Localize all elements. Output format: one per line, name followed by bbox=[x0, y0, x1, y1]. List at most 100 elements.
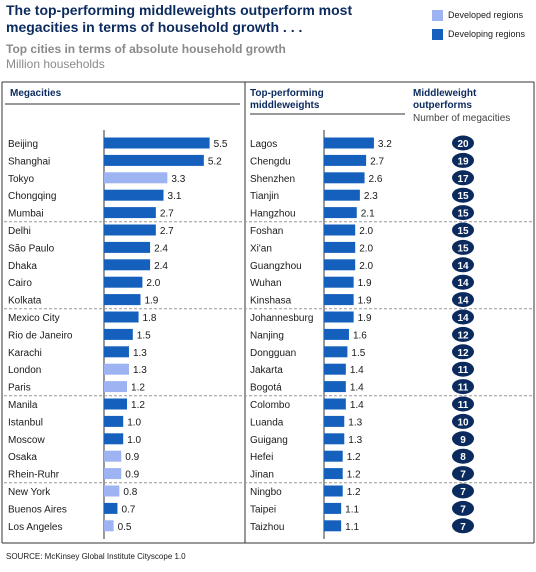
megacity-bar bbox=[104, 276, 143, 288]
megacity-label: Paris bbox=[8, 383, 31, 394]
middleweight-value: 1.2 bbox=[347, 452, 361, 463]
legend-developed-label: Developed regions bbox=[448, 10, 524, 20]
megacity-bar bbox=[104, 450, 122, 462]
megacity-bar bbox=[104, 520, 114, 532]
megacity-value: 0.7 bbox=[121, 504, 135, 515]
megacity-label: Osaka bbox=[8, 452, 37, 463]
megacity-bar bbox=[104, 468, 122, 480]
outperforms-badge bbox=[452, 500, 474, 516]
megacity-bar bbox=[104, 154, 204, 166]
middleweight-value: 1.6 bbox=[353, 330, 367, 341]
outperforms-badge bbox=[452, 344, 474, 360]
middleweight-bar bbox=[324, 294, 354, 306]
outperforms-badge bbox=[452, 361, 474, 377]
outperforms-count: 11 bbox=[458, 383, 469, 394]
megacity-value: 1.0 bbox=[127, 417, 141, 428]
outperforms-count: 7 bbox=[460, 504, 466, 515]
outperforms-badge bbox=[452, 466, 474, 482]
middleweight-bar bbox=[324, 381, 346, 393]
megacity-value: 1.0 bbox=[127, 435, 141, 446]
megacity-label: Delhi bbox=[8, 226, 31, 237]
megacity-label: Karachi bbox=[8, 348, 42, 359]
outperforms-badge bbox=[452, 396, 474, 412]
middleweight-value: 1.4 bbox=[350, 365, 364, 376]
outperforms-badge bbox=[452, 152, 474, 168]
megacity-bar bbox=[104, 363, 129, 375]
middleweight-label: Xi'an bbox=[250, 243, 272, 254]
chart-rows: Beijing 5.5 Lagos 3.2 20 Shanghai 5.2 Chengdu 2.… bbox=[8, 135, 474, 534]
outperforms-badge bbox=[452, 239, 474, 255]
megacity-label: Chongqing bbox=[8, 191, 56, 202]
outperforms-badge bbox=[452, 413, 474, 429]
megacity-label: Moscow bbox=[8, 435, 45, 446]
source-footer: SOURCE: McKinsey Global Institute Citysc… bbox=[6, 552, 186, 561]
outperforms-badge bbox=[452, 309, 474, 325]
middleweight-bar bbox=[324, 468, 343, 480]
megacity-value: 1.8 bbox=[143, 313, 157, 324]
chart-subtitle: Top cities in terms of absolute househol… bbox=[6, 42, 286, 56]
middleweight-value: 2.1 bbox=[361, 209, 375, 220]
middleweight-label: Hefei bbox=[250, 452, 273, 463]
megacity-value: 2.7 bbox=[160, 209, 174, 220]
outperforms-count: 14 bbox=[457, 313, 469, 324]
outperforms-count: 14 bbox=[457, 261, 469, 272]
megacity-bar bbox=[104, 311, 139, 323]
outperforms-count: 9 bbox=[460, 435, 466, 446]
outperforms-count: 14 bbox=[457, 296, 469, 307]
middleweight-bar bbox=[324, 311, 354, 323]
megacity-value: 0.9 bbox=[125, 470, 139, 481]
middleweight-label: Johannesburg bbox=[250, 313, 313, 324]
middleweight-bar bbox=[324, 346, 348, 358]
middleweight-label: Taipei bbox=[250, 504, 276, 515]
megacity-value: 0.5 bbox=[118, 522, 132, 533]
legend-developing: Developing regions bbox=[432, 28, 525, 40]
megacity-label: Shanghai bbox=[8, 156, 50, 167]
outperforms-count: 17 bbox=[457, 174, 469, 185]
megacity-bar bbox=[104, 241, 151, 253]
outperforms-badge bbox=[452, 257, 474, 273]
outperforms-count: 7 bbox=[460, 470, 466, 481]
megacity-label: Mumbai bbox=[8, 209, 44, 220]
legend: Developed regions Developing regions bbox=[432, 9, 525, 47]
megacity-label: Istanbul bbox=[8, 417, 43, 428]
megacity-label: Dhaka bbox=[8, 261, 37, 272]
megacity-value: 1.9 bbox=[144, 296, 158, 307]
middleweight-label: Hangzhou bbox=[250, 209, 296, 220]
megacity-value: 1.2 bbox=[131, 400, 145, 411]
megacity-value: 2.4 bbox=[154, 243, 168, 254]
megacity-value: 2.0 bbox=[146, 278, 160, 289]
megacity-value: 0.9 bbox=[125, 452, 139, 463]
outperforms-badge bbox=[452, 274, 474, 290]
middleweight-label: Tianjin bbox=[250, 191, 279, 202]
middleweight-bar bbox=[324, 433, 345, 445]
outperforms-count: 11 bbox=[458, 365, 469, 376]
outperforms-count: 15 bbox=[457, 243, 469, 254]
middleweight-label: Taizhou bbox=[250, 522, 284, 533]
middleweight-bar bbox=[324, 502, 342, 514]
outperforms-count: 20 bbox=[457, 139, 469, 150]
outperforms-badge bbox=[452, 135, 474, 151]
middleweight-value: 1.4 bbox=[350, 400, 364, 411]
middleweight-label: Foshan bbox=[250, 226, 283, 237]
outperforms-badge bbox=[452, 292, 474, 308]
megacity-bar bbox=[104, 207, 156, 219]
middleweight-label: Wuhan bbox=[250, 278, 282, 289]
megacity-label: Buenos Aires bbox=[8, 504, 67, 515]
middleweight-value: 2.0 bbox=[359, 226, 373, 237]
middleweight-value: 1.4 bbox=[350, 383, 364, 394]
middleweight-value: 1.9 bbox=[358, 313, 372, 324]
megacity-value: 5.5 bbox=[214, 139, 228, 150]
middleweight-value: 1.3 bbox=[348, 435, 362, 446]
megacity-value: 1.5 bbox=[137, 330, 151, 341]
middleweight-value: 2.6 bbox=[369, 174, 383, 185]
megacity-value: 2.4 bbox=[154, 261, 168, 272]
outperforms-badge bbox=[452, 187, 474, 203]
outperforms-count: 7 bbox=[460, 487, 466, 498]
middleweight-label: Jakarta bbox=[250, 365, 283, 376]
outperforms-badge bbox=[452, 431, 474, 447]
outperforms-count: 7 bbox=[460, 522, 466, 533]
middleweight-label: Lagos bbox=[250, 139, 277, 150]
outperforms-badge bbox=[452, 379, 474, 395]
megacity-value: 5.2 bbox=[208, 156, 222, 167]
outperforms-count: 11 bbox=[458, 400, 469, 411]
